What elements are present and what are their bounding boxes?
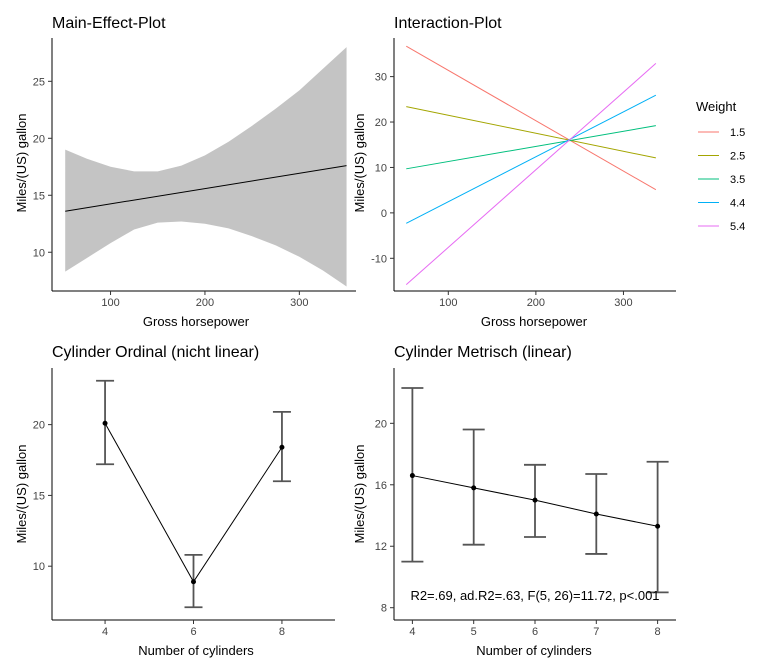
cylinder-ordinal-title: Cylinder Ordinal (nicht linear) [52,344,259,361]
main-effect-y-tick-label: 15 [33,190,45,202]
cyl-ordinal-point [102,420,108,426]
legend-label-3-5: 3.5 [730,174,745,186]
regression-line [65,165,347,212]
cyl-ordinal-x-tick-label: 4 [102,626,108,638]
cyl-ordinal-y-tick-label: 20 [33,420,45,432]
main-effect-plot-panel: Main-Effect-Plot Gross horsepower Miles/… [14,15,356,329]
series-line-weight-1-5 [406,45,657,191]
interaction-x-tick-label: 200 [527,297,545,309]
cyl-metric-x-tick-label: 8 [655,626,661,638]
cylinder-metric-panel: Cylinder Metrisch (linear) Number of cyl… [352,344,676,658]
cylinder-ordinal-panel: Cylinder Ordinal (nicht linear) Number o… [14,344,335,658]
main-effect-y-tick-label: 10 [33,247,45,259]
cyl-metric-y-tick-label: 20 [375,418,387,430]
interaction-plot-xlabel: Gross horsepower [481,314,588,329]
cylinder-metric-ylabel: Miles/(US) gallon [352,445,367,544]
cyl-metric-point [471,485,477,491]
main-effect-plot-ylabel: Miles/(US) gallon [14,114,29,213]
cyl-ordinal-y-tick-label: 10 [33,561,45,573]
cyl-metric-point [655,523,661,529]
cyl-metric-y-tick-label: 12 [375,541,387,553]
interaction-y-tick-label: 30 [375,72,387,84]
cyl-metric-x-tick-label: 7 [593,626,599,638]
series-line-weight-2-5 [406,106,656,159]
cyl-ordinal-x-tick-label: 8 [279,626,285,638]
series-line-weight-3-5 [406,125,656,170]
legend-label-2-5: 2.5 [730,151,745,163]
main-effect-x-tick-label: 300 [290,297,308,309]
confidence-band [65,47,347,287]
cyl-metric-x-tick-label: 4 [409,626,415,638]
cyl-metric-point [593,511,599,517]
main-effect-y-tick-label: 25 [33,76,45,88]
interaction-y-tick-label: 0 [381,208,387,220]
cyl-metric-point [532,497,538,503]
main-effect-plot-xlabel: Gross horsepower [143,314,250,329]
legend-label-4-4: 4.4 [730,198,745,210]
cyl-metric-x-tick-label: 5 [471,626,477,638]
cyl-ordinal-x-tick-label: 6 [190,626,196,638]
cylinder-metric-title: Cylinder Metrisch (linear) [394,344,572,361]
cyl-ordinal-point [279,444,285,450]
legend: 1.5 2.5 3.5 4.4 5.4 [698,127,745,233]
cylinder-metric-xlabel: Number of cylinders [476,643,592,658]
cyl-metric-y-tick-label: 8 [381,603,387,615]
legend-label-5-4: 5.4 [730,221,745,233]
interaction-plot-title: Interaction-Plot [394,15,502,32]
cylinder-ordinal-ylabel: Miles/(US) gallon [14,445,29,544]
cylinder-ordinal-xlabel: Number of cylinders [138,643,254,658]
series-line-weight-5-4 [405,63,657,286]
cyl-metric-x-tick-label: 6 [532,626,538,638]
interaction-plot-panel: Interaction-Plot Gross horsepower Miles/… [352,15,745,329]
main-effect-x-tick-label: 200 [196,297,214,309]
cyl-ordinal-point [191,579,196,585]
cyl-metric-point [409,473,415,479]
model-fit-annotation: R2=.69, ad.R2=.63, F(5, 26)=11.72, p<.00… [410,588,659,603]
interaction-x-tick-label: 300 [614,297,632,309]
cyl-metric-y-tick-label: 16 [375,480,387,492]
interaction-x-tick-label: 100 [439,297,457,309]
interaction-y-tick-label: 10 [375,162,387,174]
interaction-y-tick-label: -10 [371,253,387,265]
legend-title: Weight [696,99,737,114]
main-effect-y-tick-label: 20 [33,133,45,145]
interaction-y-tick-label: 20 [375,117,387,129]
interaction-plot-ylabel: Miles/(US) gallon [352,114,367,213]
legend-label-1-5: 1.5 [730,127,745,139]
main-effect-plot-title: Main-Effect-Plot [52,15,166,32]
main-effect-x-tick-label: 100 [101,297,119,309]
cyl-ordinal-y-tick-label: 15 [33,490,45,502]
series-line-weight-4-4 [406,94,657,224]
